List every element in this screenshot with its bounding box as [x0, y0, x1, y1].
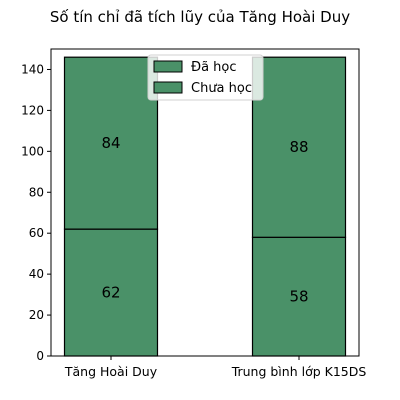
data-label: 58 [289, 288, 308, 306]
y-axis: 0 20 40 60 80 100 120 140 [21, 62, 51, 363]
data-label: 62 [101, 284, 120, 302]
chart-title: Số tín chỉ đã tích lũy của Tăng Hoài Duy [50, 8, 350, 26]
y-tick-label: 60 [29, 226, 44, 240]
y-tick-label: 20 [29, 308, 44, 322]
y-tick-label: 100 [21, 144, 44, 158]
y-tick-label: 80 [29, 185, 44, 199]
plot-frame [50, 48, 360, 357]
axes-layer [50, 48, 360, 357]
data-label: 84 [101, 134, 120, 152]
legend: Đã học Chưa học [147, 54, 264, 101]
legend-swatch-da-hoc [153, 60, 183, 73]
data-labels: 62 84 58 88 [101, 134, 308, 306]
bar-segment-da-hoc-0 [63, 228, 159, 357]
y-tick-label: 0 [36, 349, 44, 363]
bars-layer [63, 56, 347, 357]
x-tick-label: Trung bình lớp K15DS [231, 364, 367, 379]
x-axis: Tăng Hoài Duy Trung bình lớp K15DS [64, 356, 366, 379]
legend-label-da-hoc: Đã học [191, 60, 237, 75]
bar-segment-chua-hoc-0 [63, 56, 159, 230]
data-label: 88 [289, 138, 308, 156]
y-tick-label: 140 [21, 62, 44, 76]
legend-label-chua-hoc: Chưa học [191, 81, 252, 96]
y-tick-label: 120 [21, 103, 44, 117]
y-tick-label: 40 [29, 267, 44, 281]
legend-swatch-chua-hoc [153, 81, 183, 94]
x-tick-label: Tăng Hoài Duy [64, 364, 158, 379]
bar-segment-chua-hoc-1 [251, 56, 347, 238]
